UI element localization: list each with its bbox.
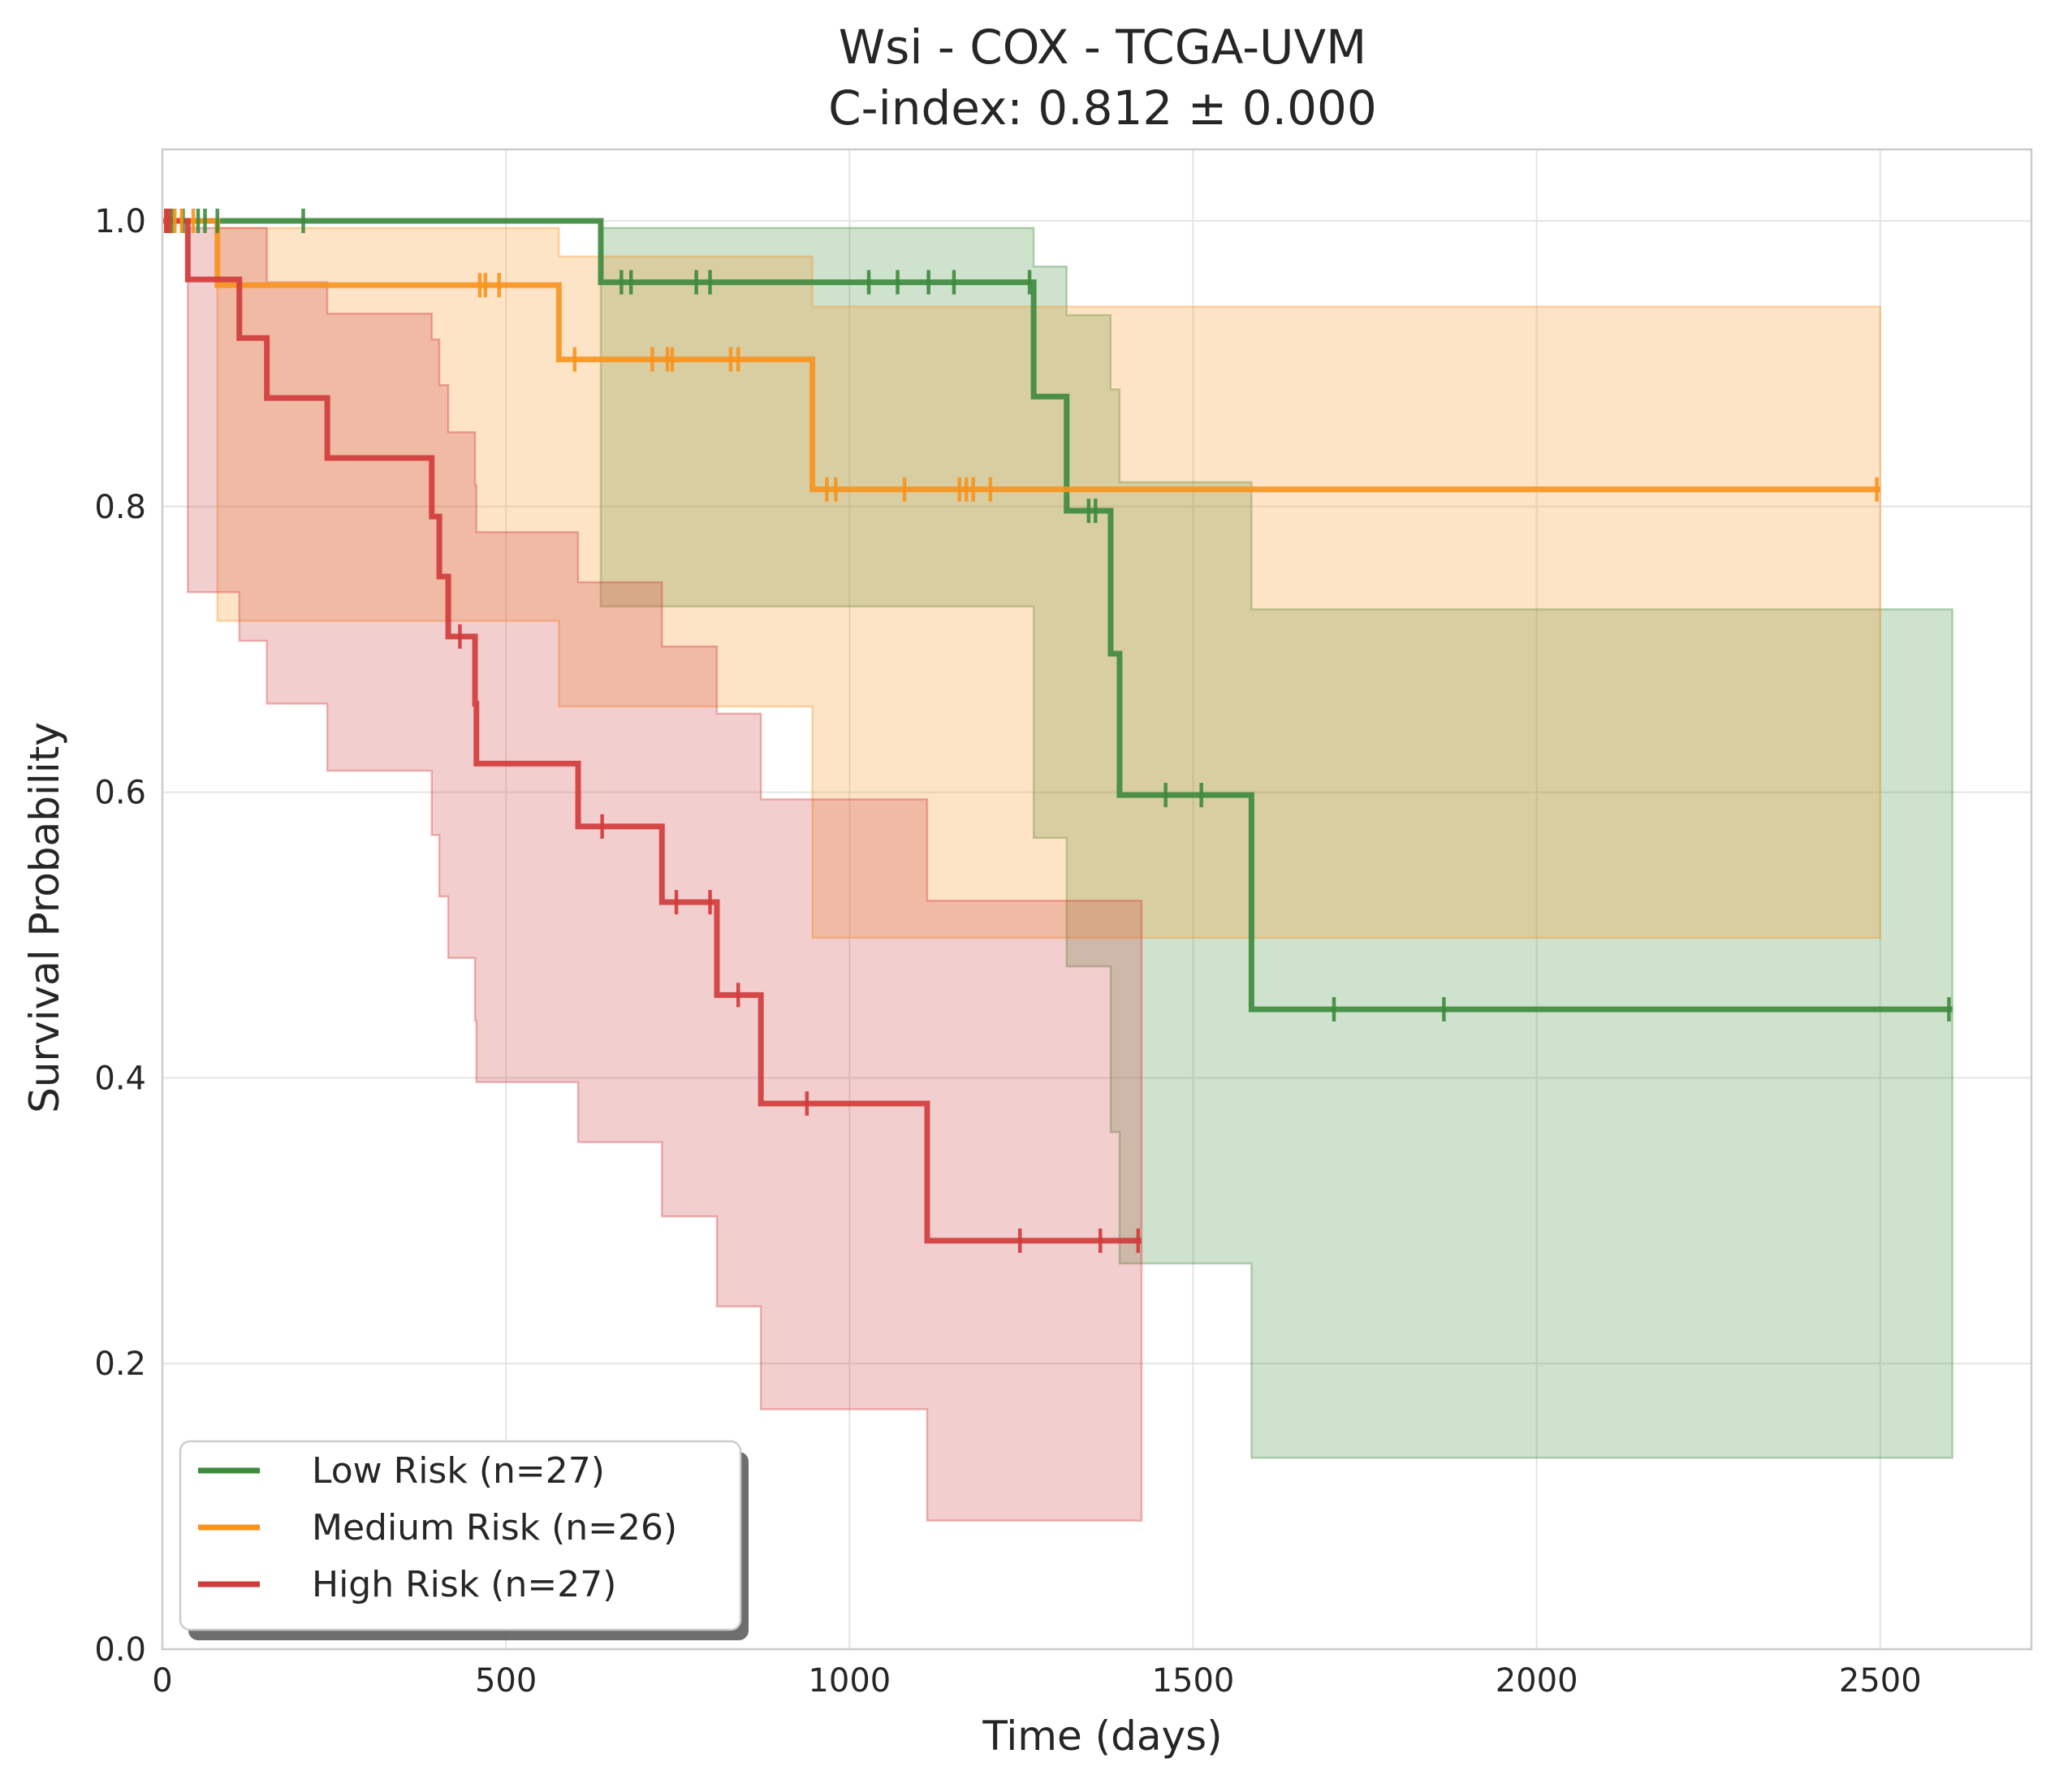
x-axis-label: Time (days) [982,1713,1222,1760]
medium-risk-legend-label: Medium Risk (n=26) [312,1507,677,1549]
y-tick-label: 0.0 [94,1631,146,1669]
x-tick-label: 2000 [1496,1662,1578,1700]
chart-subtitle: C-index: 0.812 ± 0.000 [828,80,1377,136]
chart-title: Wsi - COX - TCGA-UVM [839,19,1366,75]
x-tick-label: 1000 [808,1662,891,1700]
low-risk-ci-band [162,219,1953,1459]
high-risk-legend-label: High Risk (n=27) [312,1564,616,1605]
legend: Low Risk (n=27) Medium Risk (n=26) High Ri… [179,1440,749,1640]
y-tick-label: 0.6 [94,775,146,812]
y-axis-label: Survival Probability [21,722,68,1113]
x-tick-label: 0 [152,1662,172,1700]
y-tick-label: 0.4 [94,1060,146,1097]
x-tick-label: 500 [475,1662,537,1700]
y-tick-labels: 0.0 0.2 0.4 0.6 0.8 1.0 [94,203,146,1669]
censor-marks [163,208,1951,1253]
medium-risk-ci-band [162,219,1882,940]
x-tick-labels: 0 500 1000 1500 2000 2500 [152,1662,1921,1700]
plot-frame [161,148,2033,1651]
x-tick-label: 1500 [1152,1662,1235,1700]
high-risk-ci-band [162,219,1143,1522]
y-tick-label: 1.0 [94,203,146,240]
low-risk-legend-label: Low Risk (n=27) [312,1450,605,1492]
confidence-bands [162,219,1953,1522]
legend-box [179,1440,742,1631]
y-tick-label: 0.8 [94,489,146,526]
x-tick-label: 2500 [1839,1662,1922,1700]
y-tick-label: 0.2 [94,1346,146,1383]
